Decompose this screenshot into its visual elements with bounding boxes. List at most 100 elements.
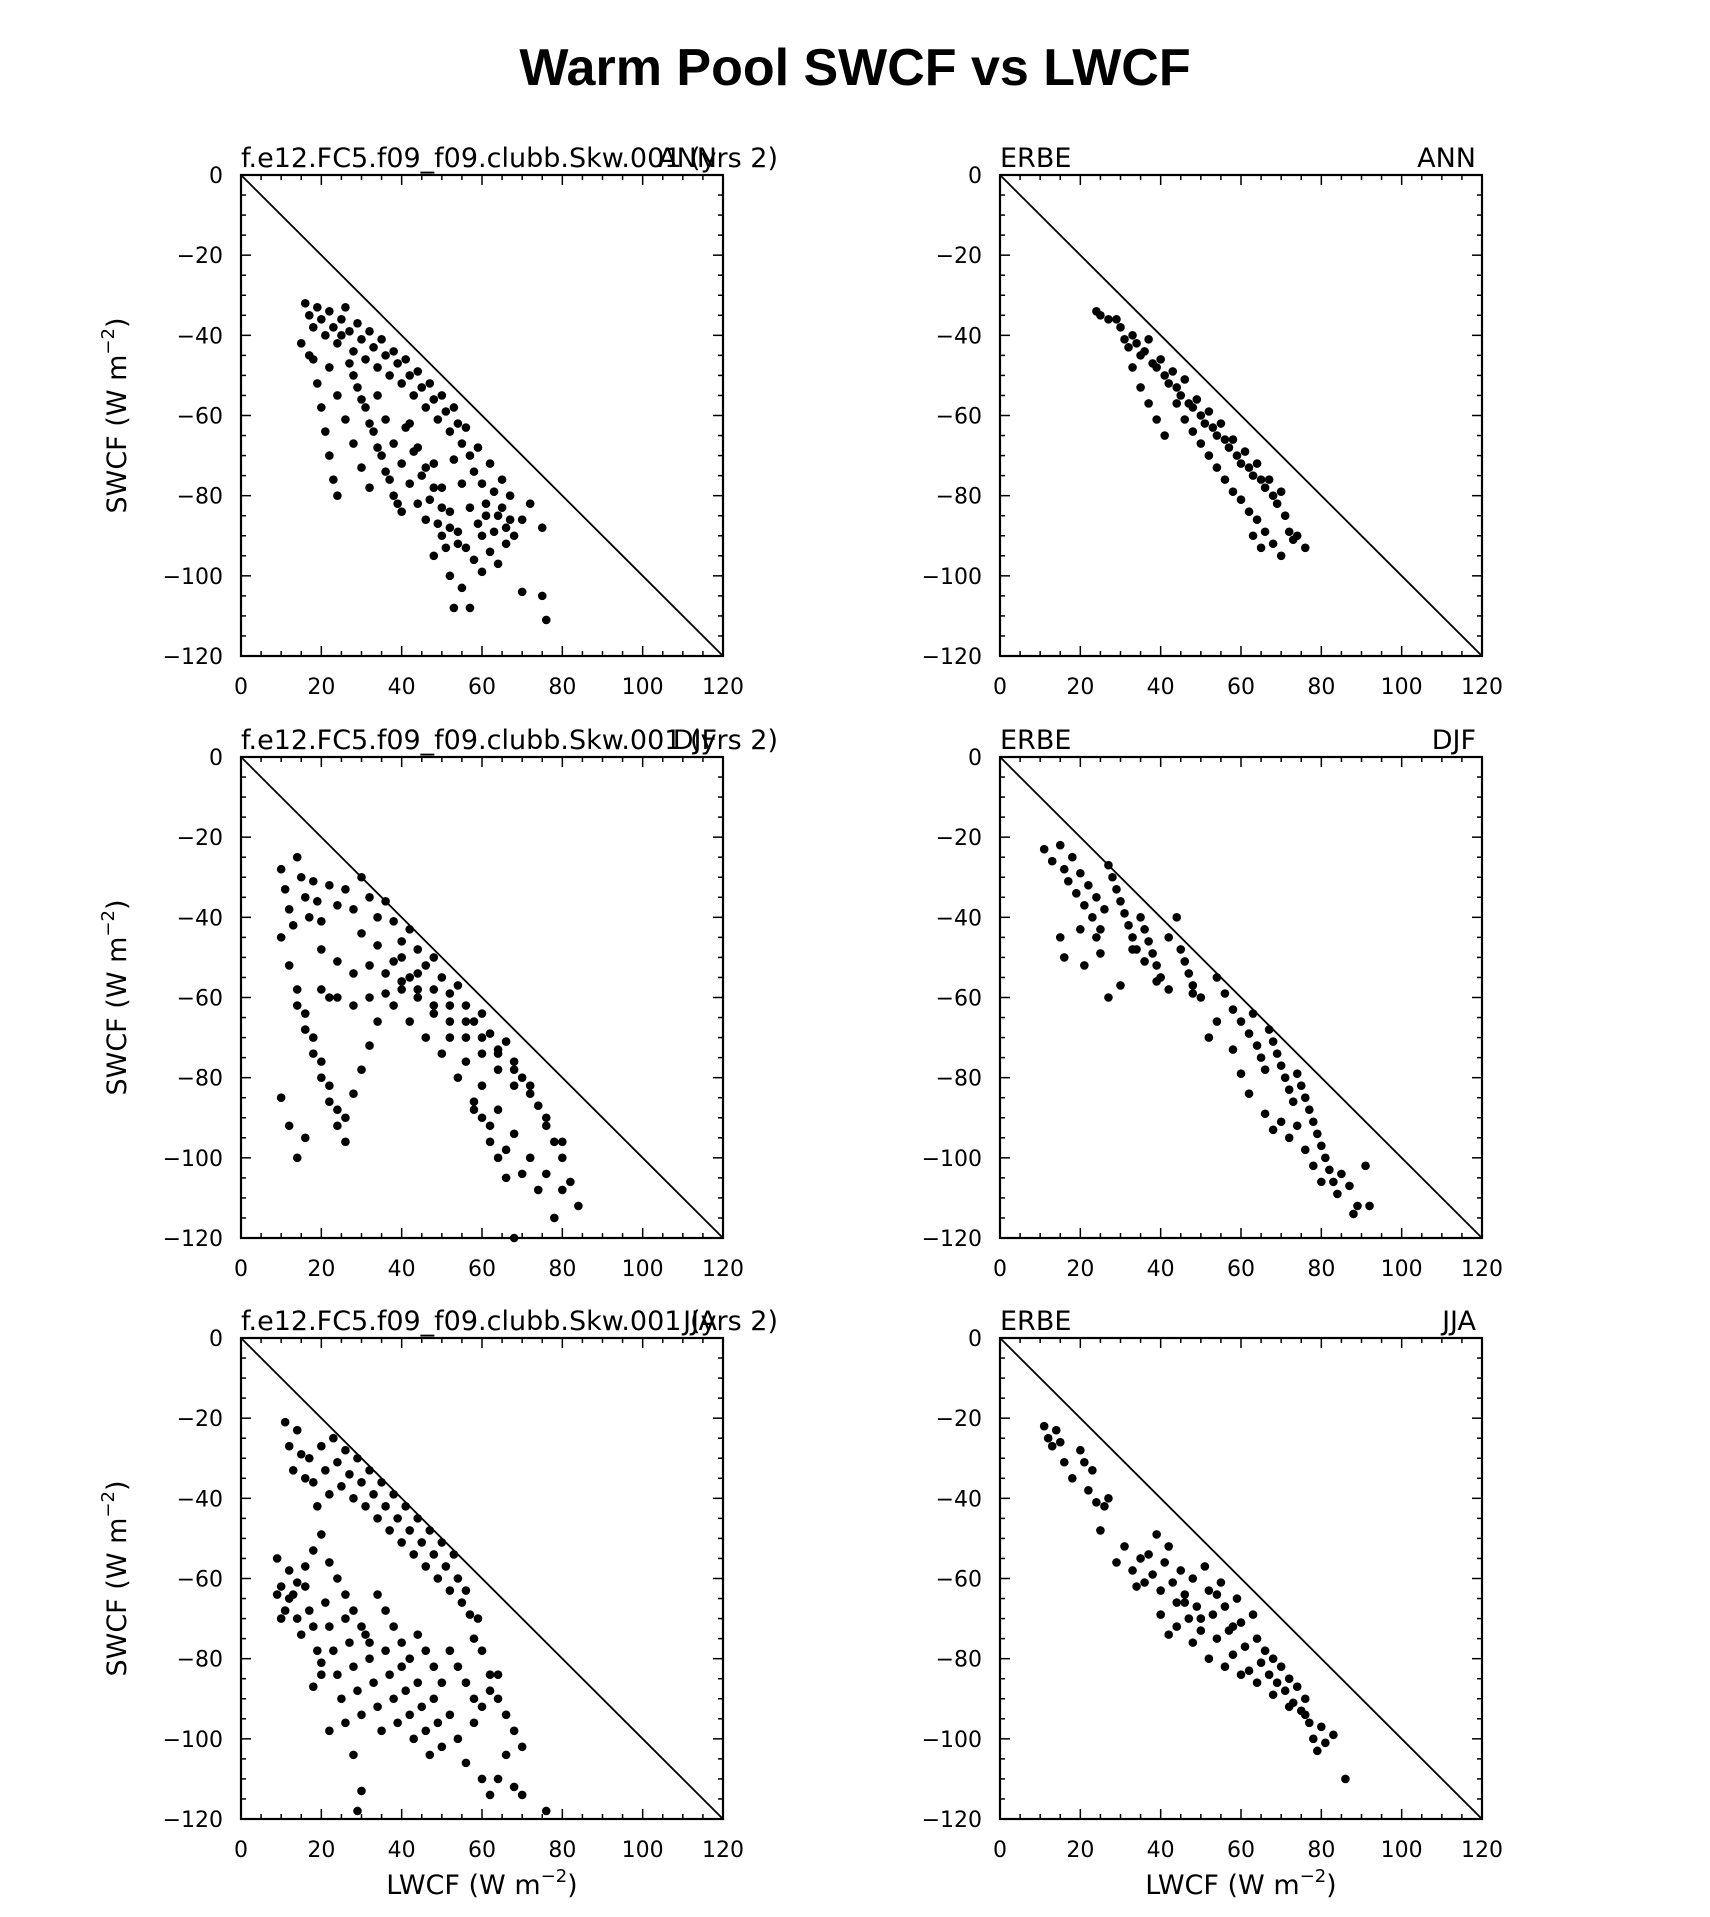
reference-line — [999, 1337, 1483, 1820]
data-point — [385, 371, 394, 380]
data-point — [405, 371, 415, 380]
data-point — [276, 1614, 286, 1623]
x-tick-label: 60 — [468, 1257, 496, 1282]
data-point — [465, 451, 475, 460]
data-point — [1260, 1109, 1270, 1119]
data-point — [481, 499, 491, 508]
data-point — [501, 1037, 511, 1046]
y-tick-label: −80 — [177, 485, 223, 510]
data-point — [1264, 475, 1274, 484]
data-point — [421, 463, 431, 472]
data-point — [425, 1526, 435, 1535]
data-point — [361, 403, 370, 412]
data-point — [1292, 531, 1302, 541]
data-point — [1236, 1069, 1246, 1078]
data-point — [365, 1041, 374, 1050]
data-point — [385, 475, 394, 484]
data-point — [373, 913, 382, 922]
data-point — [465, 603, 475, 613]
data-point — [493, 511, 503, 521]
data-point — [1063, 876, 1073, 886]
data-point — [349, 1089, 358, 1098]
data-point — [325, 363, 334, 372]
plot-frame — [998, 1336, 1484, 1821]
data-point — [1168, 1578, 1178, 1587]
data-point — [1212, 431, 1222, 440]
data-point — [413, 499, 423, 508]
data-point — [341, 1445, 350, 1455]
data-point — [469, 555, 479, 565]
data-point — [413, 945, 423, 954]
data-point — [361, 1630, 370, 1639]
data-point — [445, 1646, 455, 1655]
data-point — [493, 1065, 503, 1074]
data-point — [566, 1177, 575, 1187]
data-point — [429, 483, 439, 492]
data-point — [381, 989, 390, 998]
y-tick-label: −120 — [922, 1227, 982, 1252]
data-point — [397, 507, 406, 516]
data-point — [1252, 1678, 1262, 1688]
panel-right-label: ANN — [1417, 143, 1476, 174]
plot-frame — [998, 755, 1484, 1240]
data-point — [369, 1678, 378, 1688]
reference-line — [240, 756, 724, 1239]
data-point — [309, 1546, 318, 1555]
data-point — [413, 993, 423, 1002]
reference-line — [999, 756, 1483, 1239]
data-point — [493, 1049, 503, 1058]
data-point — [309, 1478, 318, 1487]
y-tick-label: −120 — [922, 1808, 982, 1833]
data-point — [1309, 1161, 1318, 1171]
x-tick-label: 120 — [1461, 675, 1503, 700]
data-point — [349, 1001, 358, 1010]
data-point — [1136, 1554, 1145, 1563]
data-point — [1188, 1638, 1198, 1647]
data-point — [1220, 989, 1230, 998]
data-point — [537, 523, 547, 533]
data-point — [1152, 961, 1161, 970]
data-point — [1232, 1594, 1242, 1603]
data-point — [1116, 981, 1125, 990]
data-point — [1128, 945, 1137, 954]
data-point — [309, 1033, 318, 1042]
data-point — [292, 985, 302, 994]
x-tick-label: 60 — [468, 1838, 496, 1863]
y-tick-label: −40 — [177, 324, 223, 349]
data-point — [292, 1614, 302, 1623]
data-point — [1084, 1486, 1093, 1495]
data-point — [461, 1033, 471, 1042]
data-point — [473, 443, 483, 452]
data-point — [413, 367, 423, 376]
data-point — [1204, 451, 1214, 460]
data-point — [341, 1590, 350, 1599]
data-point — [397, 977, 406, 986]
data-point — [1252, 515, 1262, 525]
data-point — [349, 347, 358, 356]
data-point — [272, 1590, 282, 1599]
data-point — [1284, 1085, 1294, 1094]
data-point — [1176, 945, 1186, 954]
data-point — [1272, 499, 1282, 508]
scatter-panel-1: 0 20 40 60 80 100 120 0 −20 −40 −60 −80 −100 −120 f.e1… — [98, 143, 778, 700]
data-point — [317, 985, 326, 994]
data-point — [397, 379, 406, 388]
y-tick-label: 0 — [968, 746, 982, 771]
y-tick-label: −80 — [177, 1648, 223, 1673]
data-point — [1300, 543, 1310, 553]
data-point — [1136, 383, 1145, 392]
data-point — [373, 941, 382, 950]
plot-frame — [998, 173, 1484, 658]
data-point — [317, 403, 326, 412]
data-point — [1080, 1457, 1089, 1467]
data-point — [485, 1137, 495, 1147]
data-point — [325, 1490, 334, 1499]
x-tick-label: 80 — [548, 1838, 576, 1863]
plot-frame — [239, 173, 725, 658]
y-tick-label: −40 — [936, 1487, 982, 1512]
data-point — [1148, 949, 1157, 958]
data-point — [1059, 864, 1069, 874]
y-tick-label: −100 — [922, 1147, 982, 1172]
data-point — [437, 531, 447, 541]
x-tick-label: 0 — [993, 1257, 1007, 1282]
